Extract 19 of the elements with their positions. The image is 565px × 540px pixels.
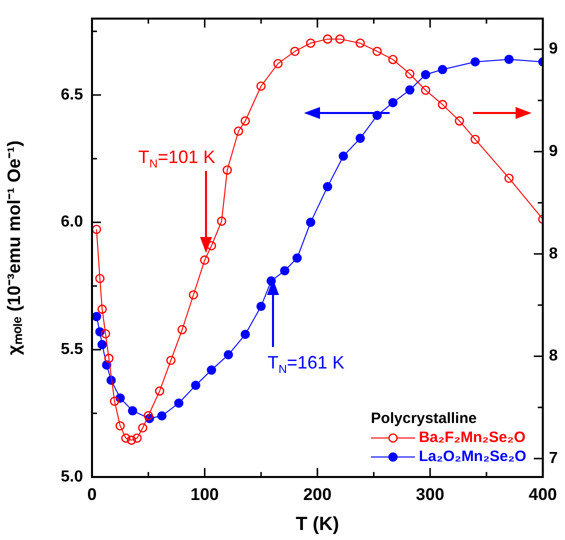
y2-tick-label: 8 xyxy=(548,245,558,262)
y2-tick-label: 8 xyxy=(548,348,558,365)
y2-tick-label: 9 xyxy=(548,40,558,58)
x-axis-title: T (K) xyxy=(296,514,340,535)
x-tick-label: 400 xyxy=(528,484,558,504)
x-tick-label: 200 xyxy=(303,484,332,504)
y2-tick-label: 7 xyxy=(548,450,558,467)
x-tick-label: 100 xyxy=(190,484,219,504)
y2-tick-label: 9 xyxy=(548,143,558,160)
x-tick-label: 300 xyxy=(416,484,444,504)
legend-label: Ba₂F₂Mn₂Se₂O xyxy=(418,429,526,446)
y-tick-label: 5.5 xyxy=(60,341,84,358)
x-tick-label: 0 xyxy=(87,484,97,504)
y-tick-label: 5.0 xyxy=(60,468,84,486)
legend-label: La₂O₂Mn₂Se₂O xyxy=(418,448,526,465)
y-tick-label: 6.0 xyxy=(60,214,84,231)
y-axis-title: χₘₒₗₑ (10⁻³emu mol⁻¹ Oe⁻¹) xyxy=(4,140,24,356)
y-tick-label: 6.5 xyxy=(60,86,84,104)
legend-title: Polycrystalline xyxy=(370,410,478,427)
